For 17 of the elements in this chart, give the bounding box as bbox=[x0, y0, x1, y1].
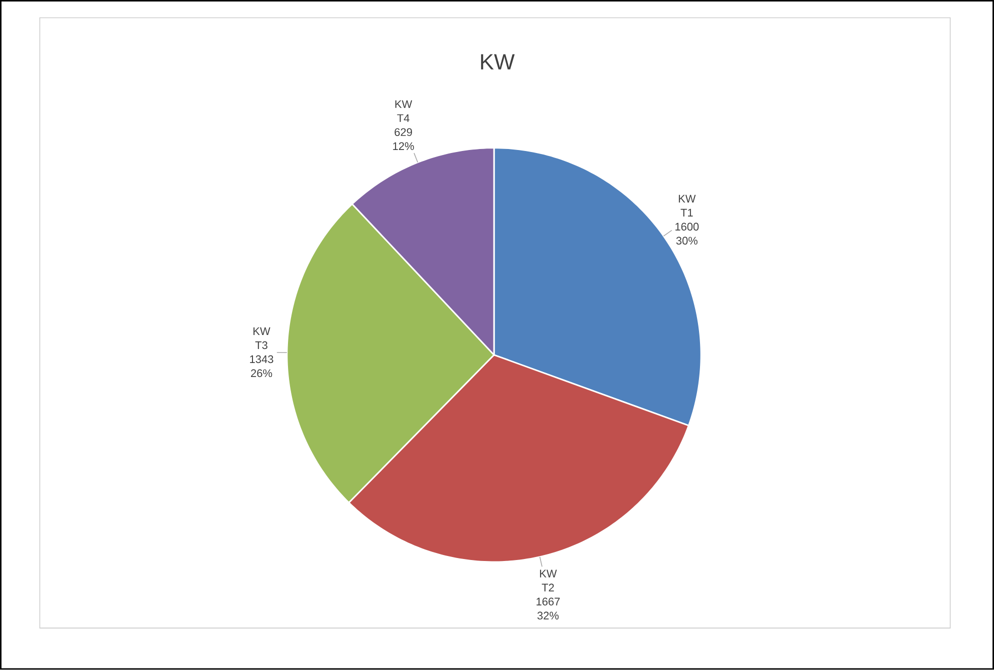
slice-label: T2 bbox=[542, 584, 554, 592]
chart-title: KW bbox=[481, 54, 515, 70]
data-label: 1343 bbox=[250, 355, 274, 364]
slice-label: T3 bbox=[255, 341, 268, 350]
data-label: 1600 bbox=[675, 222, 699, 231]
slice-label: KW bbox=[540, 570, 557, 578]
text: KW bbox=[254, 327, 270, 336]
slice-label: T1 bbox=[680, 208, 693, 217]
data-label: 1667 bbox=[536, 598, 560, 606]
data-label: 629 bbox=[394, 128, 412, 136]
text: KW bbox=[678, 194, 696, 203]
text: 12% bbox=[393, 142, 414, 150]
text: KW bbox=[395, 100, 412, 108]
text: 32% bbox=[537, 612, 559, 620]
slice-label: T4 bbox=[397, 114, 410, 122]
text: 26% bbox=[251, 369, 272, 378]
text: 30% bbox=[676, 236, 698, 245]
